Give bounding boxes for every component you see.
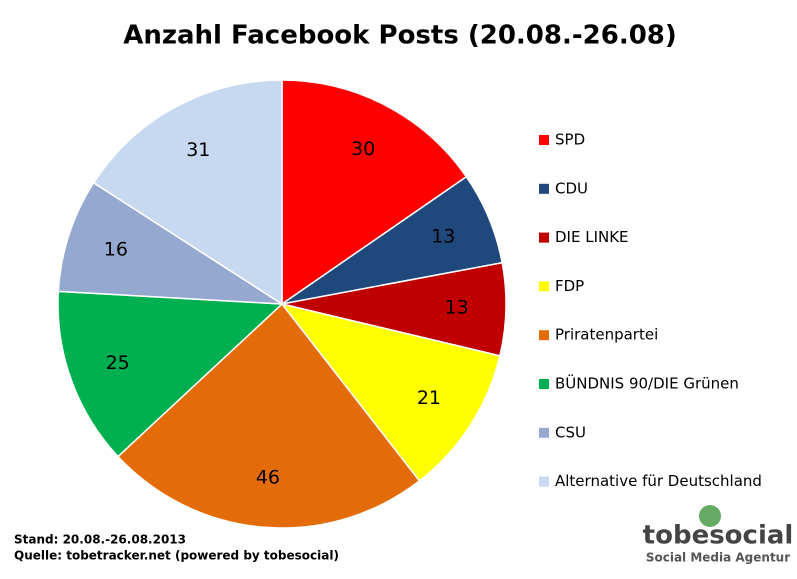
data-label: 13 [431,225,455,247]
data-label: 30 [351,138,375,160]
legend-label: FDP [555,277,584,295]
pie-slice [57,290,284,458]
legend-label: DIE LINKE [555,228,629,246]
legend-label: Alternative für Deutschland [555,472,762,490]
data-label: 25 [106,352,130,374]
pie-slice [92,79,283,306]
legend-swatch [539,476,549,487]
data-label: 13 [445,297,469,319]
legend-label: Priratenpartei [555,326,658,344]
legend-swatch [539,379,549,389]
footnote: Quelle: tobetracker.net (powered by tobe… [14,549,339,563]
pie-slice [281,79,468,306]
footnote: Stand: 20.08.-26.08.2013 [14,533,186,547]
logo-tagline: Social Media Agentur [646,551,790,565]
legend-label: CSU [555,423,586,441]
pie-slice [57,181,285,305]
chart-title: Anzahl Facebook Posts (20.08.-26.08) [123,21,677,51]
legend-swatch [539,232,549,243]
data-label: 16 [104,239,128,261]
legend-label: BÜNDNIS 90/DIE Grünen [555,374,739,393]
legend-label: SPD [555,131,585,149]
data-label: 46 [256,467,280,489]
logo-icon [699,505,721,527]
legend-swatch [539,183,549,194]
pie-slice [280,302,501,482]
data-label: 31 [186,139,210,161]
legend-label: CDU [555,179,588,197]
legend-swatch [539,330,549,341]
data-label: 21 [417,387,441,409]
logo: tobesocial [643,521,794,551]
legend-swatch [539,427,549,438]
legend-swatch [539,135,549,145]
legend-swatch [539,281,549,292]
pie-slice [116,302,421,529]
